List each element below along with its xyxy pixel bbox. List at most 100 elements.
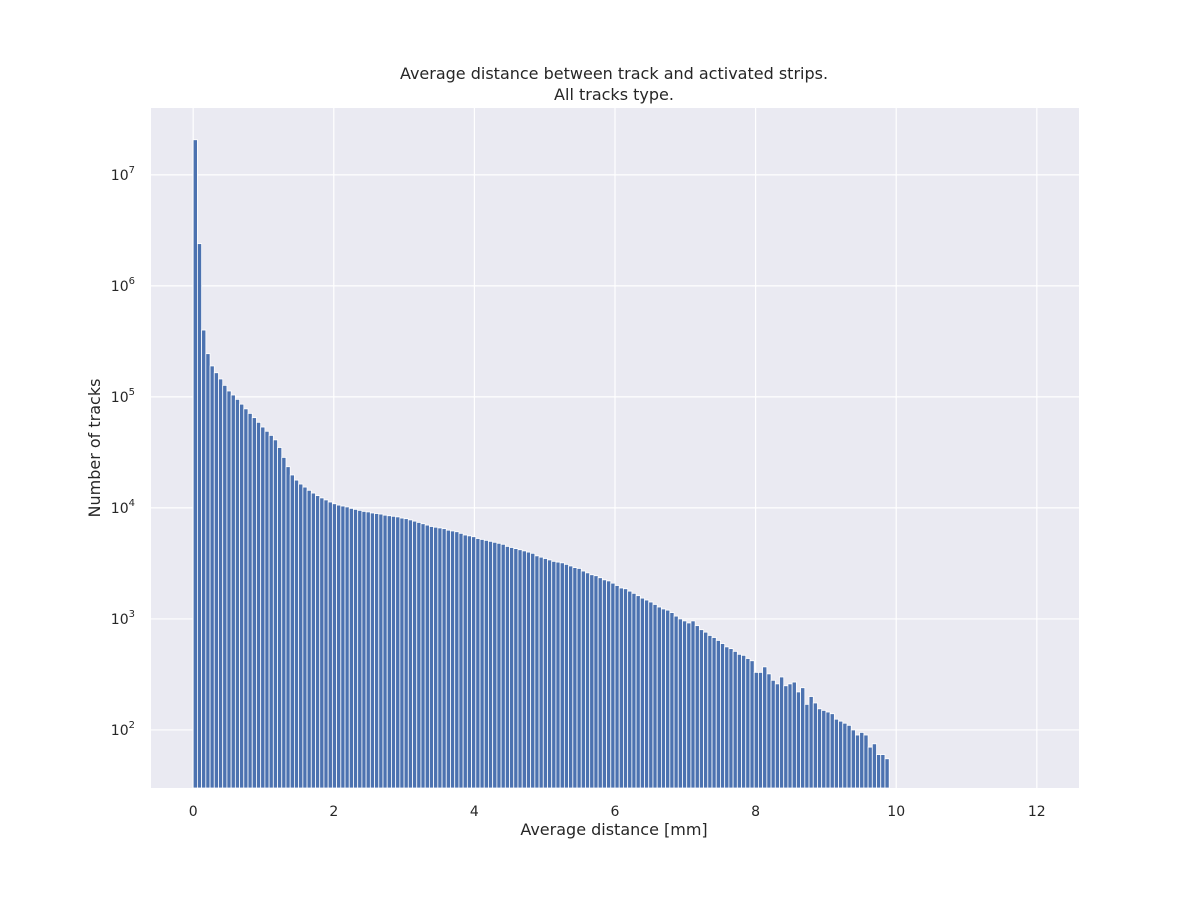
histogram-bar [728, 648, 734, 789]
histogram-bar [703, 631, 709, 789]
x-tick-label: 12 [1028, 804, 1046, 820]
histogram-bar [517, 549, 523, 789]
histogram-bar [243, 408, 249, 789]
histogram-bar [614, 585, 620, 789]
y-tick-exponent: 3 [129, 609, 135, 620]
x-tick-label: 2 [329, 804, 338, 820]
y-tick-base: 10 [111, 279, 129, 295]
histogram-bar [294, 479, 300, 789]
histogram-bar [732, 650, 738, 789]
histogram-bar [458, 532, 464, 789]
histogram-bar [694, 625, 700, 789]
x-tick-label: 4 [470, 804, 479, 820]
histogram-bar [682, 620, 688, 789]
histogram-bar [534, 555, 540, 789]
histogram-bar [859, 732, 865, 789]
histogram-bar [424, 524, 430, 789]
histogram-bar [319, 497, 325, 789]
histogram-bar [462, 534, 468, 789]
histogram-bar [526, 551, 532, 789]
histogram-bar [547, 559, 553, 789]
y-tick-base: 10 [111, 501, 129, 517]
histogram-bar [268, 434, 274, 789]
histogram-bar [707, 635, 713, 789]
histogram-bar [753, 671, 759, 789]
histogram-bar [576, 568, 582, 789]
histogram-bar [867, 746, 873, 789]
histogram-bar [209, 365, 215, 789]
x-axis-label: Average distance [mm] [520, 820, 707, 839]
histogram-bar [500, 543, 506, 789]
histogram-bar [428, 526, 435, 789]
histogram-bars [192, 139, 890, 789]
histogram-bar [572, 567, 578, 789]
histogram-bar [365, 511, 371, 789]
histogram-bar [568, 565, 574, 789]
histogram-bar [673, 615, 679, 789]
x-tick-labels: 0 2 4 6 8 10 12 [189, 804, 1046, 820]
histogram-bar [479, 539, 485, 789]
histogram-bar [817, 708, 823, 789]
x-tick-label: 8 [751, 804, 760, 820]
histogram-bar [686, 622, 692, 789]
histogram-bar [876, 754, 882, 789]
histogram-bar [597, 577, 603, 789]
histogram-bar [871, 743, 877, 789]
histogram-bar [407, 519, 413, 789]
histogram-bar [821, 709, 827, 789]
histogram-bar [563, 563, 570, 789]
histogram-bar [260, 426, 266, 789]
histogram-bar [795, 691, 802, 789]
histogram-bar [412, 520, 418, 789]
histogram-bar [378, 513, 384, 789]
histogram-bar [391, 515, 397, 789]
histogram-bar [589, 574, 595, 789]
y-tick-base: 10 [111, 723, 129, 739]
histogram-bar [344, 506, 350, 789]
histogram-bar [749, 660, 755, 789]
histogram-bar [530, 552, 536, 789]
histogram-bar [623, 588, 629, 789]
histogram-bar [783, 685, 789, 789]
y-tick-label: 102 [111, 720, 135, 739]
y-tick-label: 104 [111, 498, 135, 517]
histogram-bar [192, 139, 198, 789]
histogram-bar [720, 643, 726, 789]
histogram-bar [382, 514, 388, 789]
histogram-bar [762, 666, 768, 789]
histogram-bar [538, 556, 544, 789]
histogram-bar [234, 398, 240, 789]
histogram-bar [399, 517, 405, 789]
histogram-bar [838, 720, 844, 789]
histogram-bar [842, 722, 848, 789]
x-tick-label: 6 [611, 804, 620, 820]
histogram-bar [618, 587, 624, 789]
histogram-bar [353, 508, 359, 789]
histogram-bar [302, 486, 308, 789]
histogram-bar [770, 679, 776, 789]
histogram-bar [213, 372, 219, 789]
histogram-bar [416, 522, 422, 789]
y-tick-exponent: 4 [129, 498, 135, 509]
histogram-bar [833, 718, 839, 789]
histogram-bar [403, 518, 409, 789]
histogram-bar [855, 734, 861, 789]
x-tick-label: 0 [189, 804, 198, 820]
histogram-bar [492, 541, 498, 789]
histogram-bar [395, 516, 401, 789]
histogram-bar [863, 734, 869, 789]
histogram-bar [677, 618, 683, 789]
histogram-bar [800, 687, 806, 789]
histogram-bar [652, 604, 658, 789]
y-tick-exponent: 5 [129, 387, 135, 398]
histogram-bar [369, 512, 375, 789]
histogram-bar [285, 466, 291, 789]
y-tick-label: 105 [111, 387, 135, 406]
histogram-bar [196, 243, 203, 789]
histogram-bar [466, 535, 472, 789]
histogram-bar [281, 457, 287, 789]
histogram-bar [323, 499, 329, 789]
histogram-bar [441, 528, 447, 789]
histogram-bar [218, 378, 224, 789]
histogram-bar [715, 640, 721, 789]
